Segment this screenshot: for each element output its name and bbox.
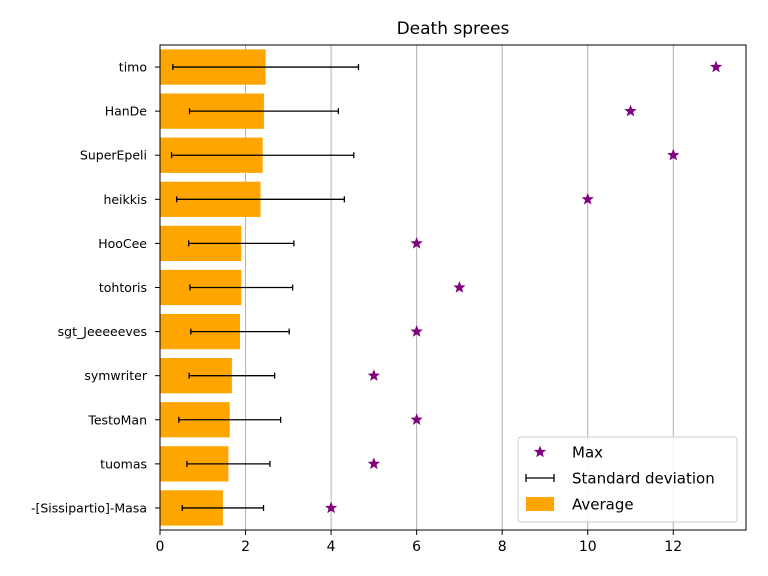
legend-label: Max (572, 444, 603, 462)
legend-max-swatch (533, 445, 547, 458)
x-tick-label: 4 (327, 539, 336, 555)
y-tick-label: -[Sissipartio]-Masa (31, 500, 147, 515)
max-marker (324, 501, 338, 514)
legend-box (517, 436, 738, 523)
y-tick-label: heikkis (103, 192, 147, 207)
max-marker (410, 325, 423, 337)
max-markers (324, 60, 723, 514)
x-tick-label: 0 (156, 539, 165, 555)
legend: Max Standard deviation Average (517, 436, 738, 523)
max-marker (709, 60, 723, 73)
error-bars (170, 64, 360, 511)
max-marker (581, 192, 594, 205)
max-marker (624, 104, 637, 117)
x-tick-label: 8 (498, 539, 507, 555)
x-tick-label: 2 (241, 539, 250, 555)
y-tick-label: TestoMan (87, 412, 147, 427)
legend-label: Average (572, 496, 634, 514)
max-marker (367, 369, 380, 381)
y-tick-label: HooCee (98, 236, 147, 251)
y-tick-label: SuperEpeli (80, 148, 147, 163)
y-tick-label: symwriter (84, 368, 148, 383)
max-marker (667, 148, 680, 161)
y-tick-label: HanDe (105, 104, 148, 119)
y-tick-label: timo (119, 60, 147, 75)
x-tick-label: 10 (579, 539, 597, 555)
legend-label: Standard deviation (572, 470, 715, 488)
legend-average-swatch (526, 497, 554, 511)
max-marker (367, 457, 380, 470)
max-marker (410, 236, 423, 249)
y-axis: timo HanDe SuperEpeli heikkis HooCee tohtoris… (31, 60, 160, 515)
chart-title: Death sprees (397, 19, 510, 39)
max-marker (410, 413, 423, 425)
y-tick-label: tohtoris (99, 280, 147, 295)
max-marker (453, 281, 466, 293)
x-tick-label: 12 (664, 539, 682, 555)
y-tick-label: sgt_Jeeeeeves (58, 324, 147, 339)
x-axis: 0 2 4 6 8 10 12 (156, 530, 682, 555)
y-tick-label: tuomas (100, 456, 147, 471)
x-tick-label: 6 (412, 539, 421, 555)
